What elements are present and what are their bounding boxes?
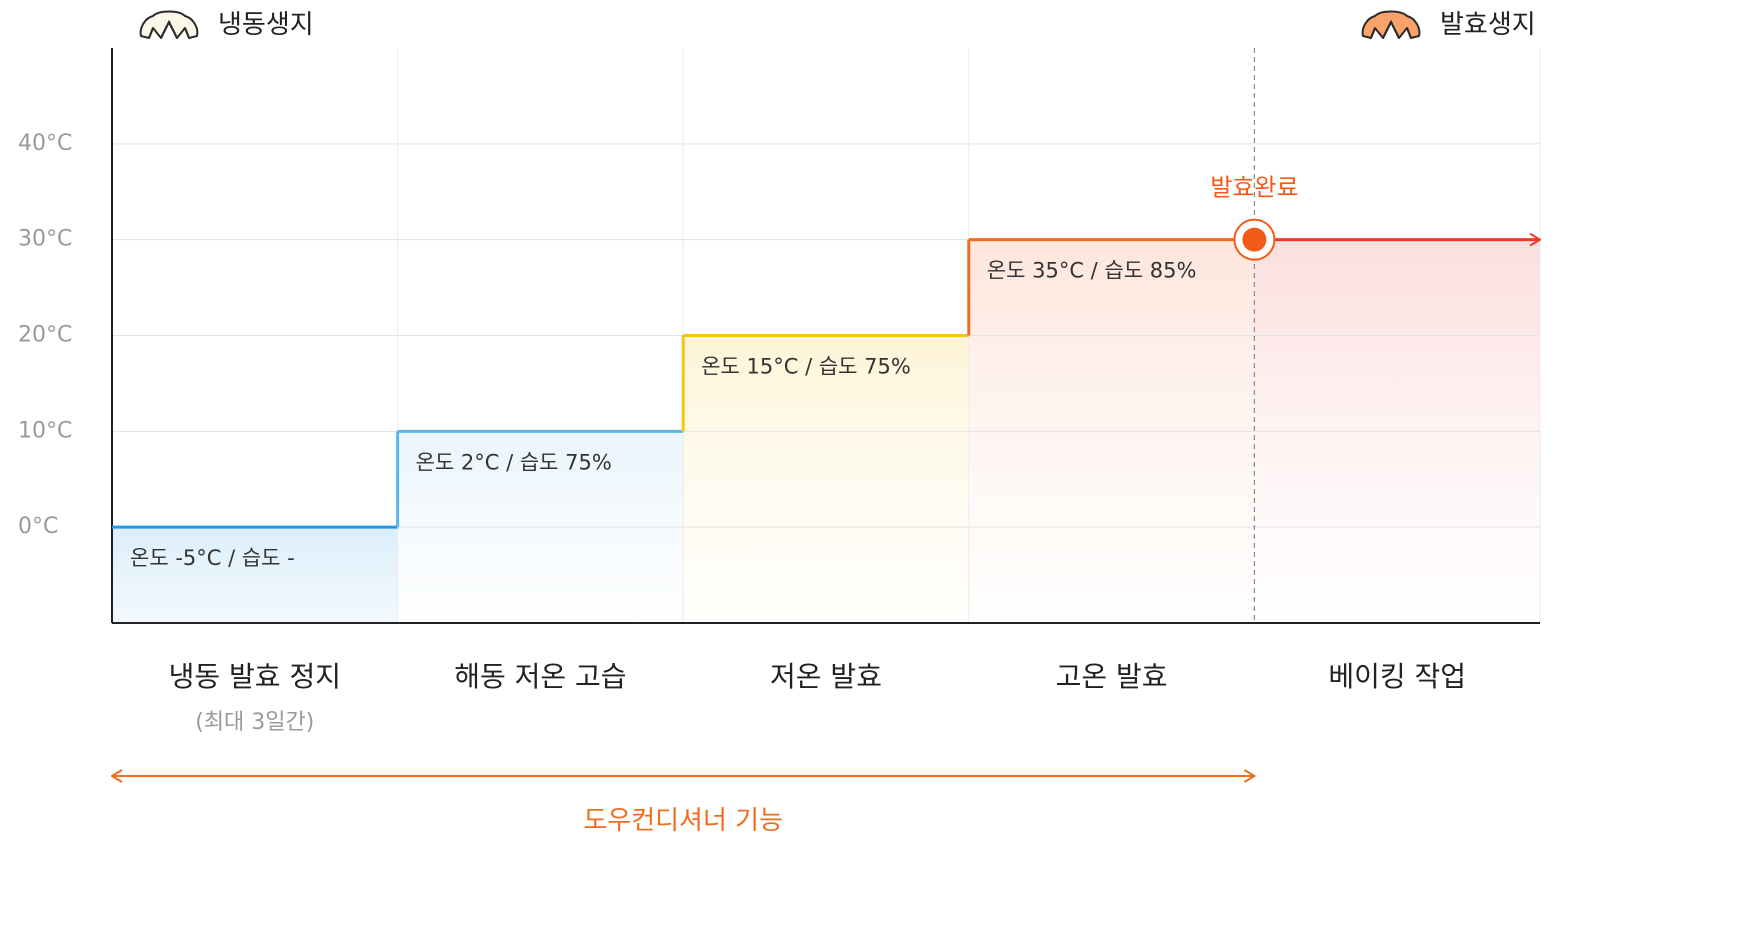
range-label: 도우컨디셔너 기능 [583,806,783,836]
step-label: 온도 15°C / 습도 75% [701,355,911,379]
croissant-filled-icon [1361,10,1421,39]
category-label: 고온 발효 [1056,660,1168,693]
header-right: 발효생지 [1361,10,1536,40]
category-label: 냉동 발효 정지 [169,660,341,693]
y-tick-label: 30°C [18,227,72,252]
header-left: 냉동생지 [139,10,314,40]
marker-label: 발효완료 [1210,174,1298,202]
y-tick-label: 10°C [18,418,72,443]
footer-range: 도우컨디셔너 기능 [112,776,1254,836]
marker-dot [1242,227,1267,252]
croissant-outline-icon [139,10,199,39]
step-area-fill [683,335,969,623]
category-label: 저온 발효 [770,660,882,693]
step-label: 온도 2°C / 습도 75% [416,450,612,474]
step-area-fill [112,527,398,623]
step-label: 온도 -5°C / 습도 - [130,546,295,570]
step-label: 온도 35°C / 습도 85% [987,259,1197,283]
y-tick-label: 0°C [18,514,58,539]
y-tick-label: 40°C [18,131,72,156]
category-sublabel: (최대 3일간) [195,710,314,735]
header-right-label: 발효생지 [1440,10,1536,40]
y-tick-label: 20°C [18,323,72,348]
category-label: 베이킹 작업 [1328,660,1466,693]
header-left-label: 냉동생지 [218,10,314,40]
category-label: 해동 저온 고습 [454,660,626,693]
